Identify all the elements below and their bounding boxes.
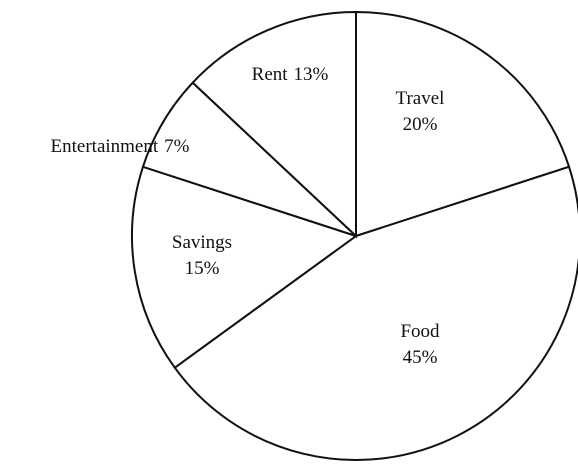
slice-label: Food 45% bbox=[400, 321, 440, 368]
slice-label: Entertainment 7% bbox=[51, 136, 190, 157]
category-label: Travel bbox=[396, 88, 445, 109]
value-label: 20% bbox=[403, 114, 438, 135]
pie-slice bbox=[191, 10, 357, 239]
category-label: Food bbox=[400, 321, 440, 342]
slice-label: Rent 13% bbox=[252, 64, 329, 85]
value-label: 15% bbox=[185, 258, 220, 279]
value-label: 13% bbox=[294, 64, 329, 85]
pie-slice bbox=[131, 165, 359, 370]
slice-label: Savings 15% bbox=[172, 232, 232, 279]
category-label: Entertainment bbox=[51, 136, 159, 157]
category-label: Rent bbox=[252, 64, 289, 85]
value-label: 45% bbox=[403, 347, 438, 368]
pie-slice bbox=[355, 10, 571, 238]
value-label: 7% bbox=[164, 136, 190, 157]
slice-label: Travel 20% bbox=[396, 88, 445, 135]
pie-slice bbox=[173, 165, 578, 462]
category-label: Savings bbox=[172, 232, 232, 253]
